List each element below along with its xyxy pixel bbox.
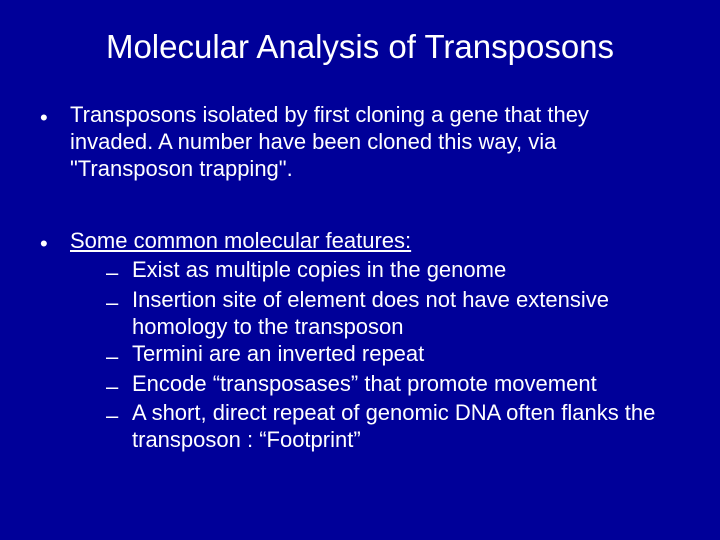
feature-item: Exist as multiple copies in the genome [106,257,680,287]
feature-item: Termini are an inverted repeat [106,341,680,371]
bullet-features: Some common molecular features: Exist as… [40,228,680,454]
dash-marker [106,371,122,401]
feature-text: A short, direct repeat of genomic DNA of… [122,400,680,454]
bullet-marker [40,228,52,454]
bullet-text: Some common molecular features: Exist as… [52,228,680,454]
dash-marker [106,400,122,454]
slide: Molecular Analysis of Transposons Transp… [0,0,720,540]
feature-text: Termini are an inverted repeat [122,341,429,371]
feature-text: Insertion site of element does not have … [122,287,680,341]
dash-marker [106,341,122,371]
features-list: Exist as multiple copies in the genome I… [70,255,680,454]
bullet-marker [40,102,52,182]
slide-title: Molecular Analysis of Transposons [0,28,720,66]
bullet-transposon-trapping: Transposons isolated by first cloning a … [40,102,680,182]
feature-item: Encode “transposases” that promote movem… [106,371,680,401]
bullet-text: Transposons isolated by first cloning a … [52,102,680,182]
slide-content: Transposons isolated by first cloning a … [0,102,720,454]
feature-item: A short, direct repeat of genomic DNA of… [106,400,680,454]
feature-text: Encode “transposases” that promote movem… [122,371,602,401]
features-header: Some common molecular features: [70,228,411,253]
feature-item: Insertion site of element does not have … [106,287,680,341]
dash-marker [106,287,122,341]
feature-text: Exist as multiple copies in the genome [122,257,511,287]
dash-marker [106,257,122,287]
